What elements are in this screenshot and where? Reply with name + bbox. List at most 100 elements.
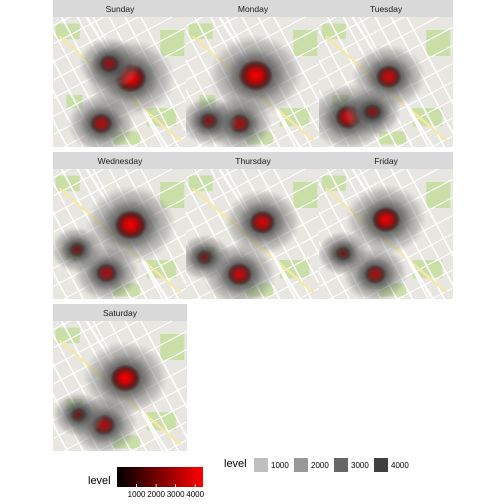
street-map [186,17,320,147]
density-peak [199,112,218,130]
fill-legend: level 1000 2000 3000 4000 [88,467,205,499]
map-street [0,195,21,451]
facet-panel-monday: Monday [186,0,320,147]
street-map [0,169,187,457]
map-street [360,17,453,147]
density-peak [227,262,253,286]
map-street [0,201,9,457]
facet-panel-thursday: Thursday [186,152,320,299]
alpha-legend-title: level [224,458,247,470]
density-layer [53,340,169,451]
map-street [53,372,187,451]
density-peak [371,206,401,233]
map-park [146,108,177,127]
facet-strip-label: Tuesday [370,4,403,14]
density-peak [364,264,386,285]
density-peak [196,250,213,265]
map-street [0,43,21,299]
map-street [0,182,46,438]
map-street [0,347,21,504]
map-park [279,108,310,127]
map-street [53,54,187,147]
map-park [188,175,213,192]
fill-legend-colorbar [117,467,203,487]
density-peak [89,113,113,134]
map-street [186,17,320,109]
map-park [160,334,185,360]
map-park [321,23,346,40]
street-map [319,17,453,147]
map-street [0,49,9,305]
map-street [186,54,320,147]
map-street [0,340,34,504]
facet-strip-label: Monday [238,4,269,14]
map-street [53,174,59,299]
map-street [53,17,187,95]
facet-strip-label: Saturday [103,308,138,318]
map-street [319,17,453,95]
map-street [319,206,453,299]
density-peak [114,209,148,240]
map-park [55,327,80,344]
map-street [53,169,187,261]
map-street [319,220,453,299]
alpha-legend-swatch [294,458,308,472]
facet-panel-sunday: Sunday [0,0,187,305]
alpha-legend-swatch [374,458,388,472]
map-street [53,326,59,451]
map-street [0,334,46,504]
map-street [186,169,320,261]
density-layer [53,185,177,299]
map-street [360,169,453,299]
facet-strip-label: Wednesday [98,156,143,166]
map-street [319,169,453,247]
facet-strip [186,0,320,17]
map-street [0,30,46,286]
alpha-legend-items: 1000 2000 3000 4000 [254,458,409,472]
map-street [53,68,187,147]
fill-legend-tick-label: 2000 [147,490,165,499]
map-street [53,17,134,147]
density-peak [99,54,120,73]
density-peak [69,242,86,257]
facet-panel-wednesday: Wednesday [0,152,187,457]
map-street [53,220,187,299]
map-street [319,17,453,109]
map-park [321,175,346,192]
map-street [319,54,453,147]
density-layer [67,37,176,147]
map-street [53,206,187,299]
fill-legend-tick-label: 3000 [167,490,185,499]
facet-strip [186,152,320,169]
fill-legend-tick-label: 4000 [186,490,204,499]
facet-panel-friday: Friday [319,152,453,299]
map-park [146,412,177,431]
density-peak [110,364,141,393]
density-layer [186,189,301,299]
alpha-legend-label: 4000 [391,461,409,470]
alpha-legend-swatch [334,458,348,472]
map-park [188,23,213,40]
fill-legend-tick-label: 1000 [128,490,146,499]
map-street [186,169,320,247]
density-peak [335,246,351,261]
fill-legend-title: level [88,475,111,487]
map-park [55,23,80,40]
street-map [0,17,187,305]
map-street [53,22,59,147]
alpha-legend-label: 1000 [271,461,289,470]
alpha-legend-label: 2000 [311,461,329,470]
alpha-legend-swatch [254,458,268,472]
facet-strip [319,0,453,17]
facet-strip [53,304,187,321]
map-street [319,68,453,147]
street-map [186,169,320,299]
street-map [319,169,453,299]
map-park [412,108,443,127]
map-street [53,17,187,109]
map-street [53,321,187,399]
density-layer [319,184,427,299]
map-park [146,260,177,279]
map-park [55,175,80,192]
